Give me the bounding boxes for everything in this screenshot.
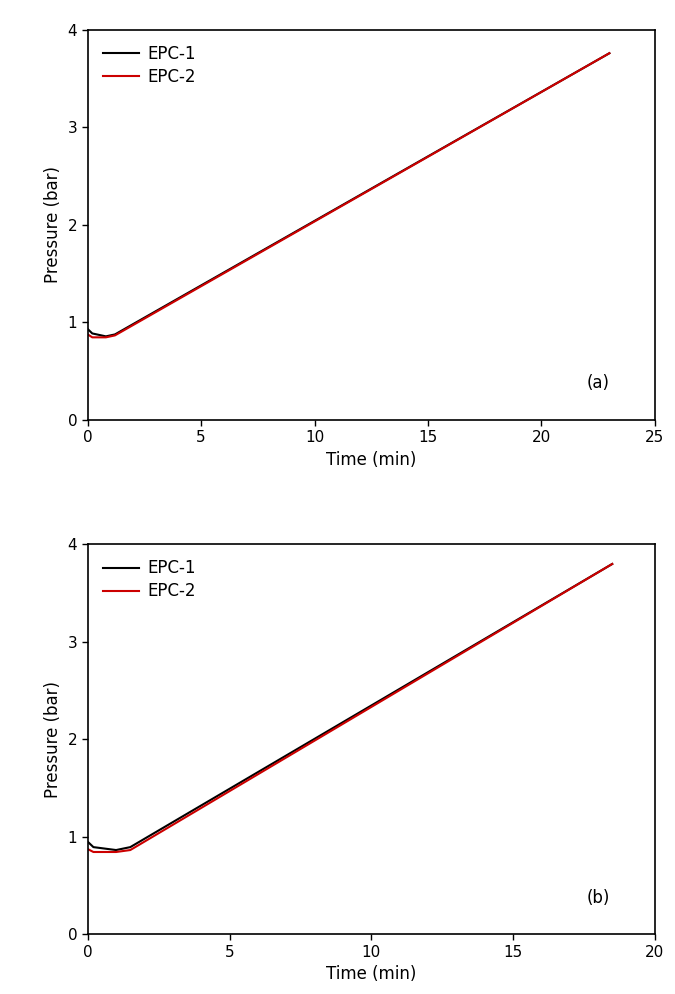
- EPC-1: [608, 558, 616, 570]
- Y-axis label: Pressure (bar): Pressure (bar): [44, 681, 62, 798]
- EPC-2: [84, 328, 92, 340]
- EPC-2: [111, 329, 119, 341]
- EPC-1: [88, 327, 97, 339]
- EPC-2: [102, 331, 110, 343]
- Legend: EPC-1, EPC-2: EPC-1, EPC-2: [96, 553, 203, 607]
- Line: EPC-1: EPC-1: [88, 54, 610, 336]
- X-axis label: Time (min): Time (min): [326, 965, 416, 983]
- Legend: EPC-1, EPC-2: EPC-1, EPC-2: [96, 38, 203, 92]
- EPC-2: [84, 843, 92, 855]
- EPC-1: [84, 836, 92, 848]
- EPC-2: [608, 558, 616, 570]
- Y-axis label: Pressure (bar): Pressure (bar): [44, 166, 62, 283]
- Line: EPC-2: EPC-2: [88, 54, 610, 337]
- X-axis label: Time (min): Time (min): [326, 450, 416, 469]
- EPC-1: [112, 844, 120, 856]
- EPC-2: [605, 48, 614, 60]
- Line: EPC-2: EPC-2: [88, 564, 612, 852]
- Line: EPC-1: EPC-1: [88, 564, 612, 850]
- EPC-2: [112, 846, 120, 858]
- Text: (a): (a): [587, 375, 610, 393]
- EPC-1: [102, 330, 110, 342]
- EPC-1: [84, 323, 92, 335]
- EPC-1: [89, 841, 97, 853]
- EPC-1: [111, 328, 119, 340]
- EPC-2: [88, 331, 97, 343]
- EPC-2: [126, 844, 134, 856]
- EPC-1: [126, 841, 134, 853]
- EPC-1: [605, 48, 614, 60]
- Text: (b): (b): [587, 889, 610, 908]
- EPC-2: [89, 846, 97, 858]
